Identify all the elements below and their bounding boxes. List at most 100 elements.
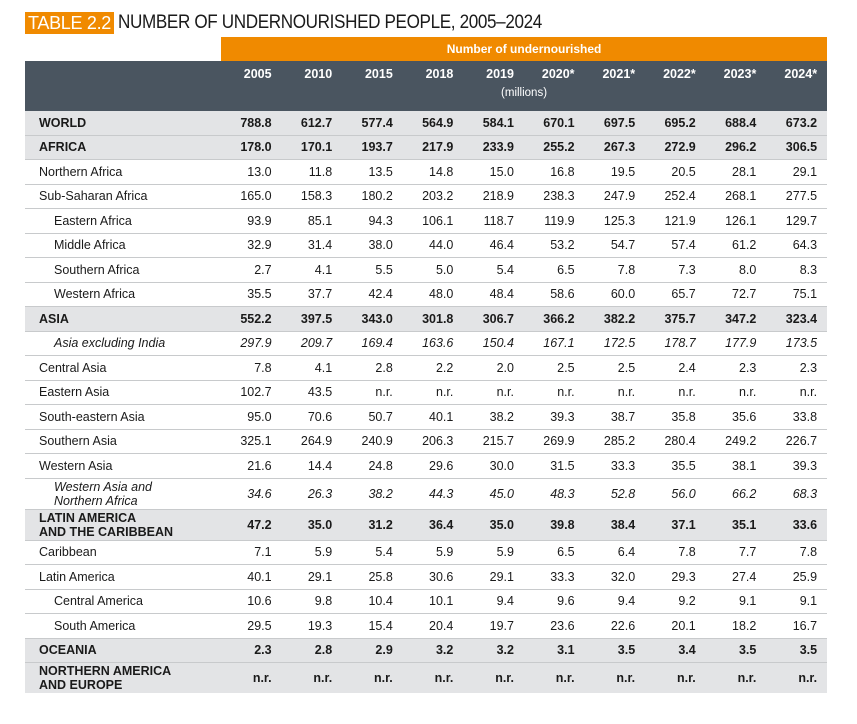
value-cell: n.r. xyxy=(342,379,403,405)
value-cell: 306.5 xyxy=(766,134,828,160)
value-cell: 169.4 xyxy=(342,330,403,356)
value-cell: 16.8 xyxy=(523,159,585,184)
row-label: Western Asia xyxy=(25,453,221,478)
year-header: 2022* xyxy=(645,61,706,87)
table-body: WORLD 788.8 612.7 577.4 564.9 584.1 670.1 697.5… xyxy=(25,111,828,693)
value-cell: 9.1 xyxy=(705,588,767,614)
value-cell: 10.1 xyxy=(402,588,464,614)
value-cell: 277.5 xyxy=(766,183,828,209)
table-row: Central America 10.6 9.8 10.4 10.1 9.4 9.6 9.4 9… xyxy=(25,588,828,614)
value-cell: 264.9 xyxy=(281,428,343,454)
year-header: 2015 xyxy=(342,61,403,87)
year-header: 2005 xyxy=(221,61,282,87)
value-cell: 7.8 xyxy=(645,539,706,565)
value-cell: 19.5 xyxy=(584,159,646,184)
value-cell: 52.8 xyxy=(584,477,646,509)
value-cell: 9.8 xyxy=(281,588,343,614)
value-cell: 2.3 xyxy=(221,637,282,663)
value-cell: 33.3 xyxy=(584,453,646,478)
value-cell: 44.0 xyxy=(402,232,464,258)
value-cell: 167.1 xyxy=(523,330,585,356)
value-cell: 121.9 xyxy=(645,208,706,233)
value-cell: 382.2 xyxy=(584,306,646,331)
value-cell: 9.1 xyxy=(766,588,828,614)
value-cell: 9.4 xyxy=(463,588,524,614)
value-cell: n.r. xyxy=(645,379,706,405)
value-cell: 29.6 xyxy=(402,453,464,478)
value-cell: 95.0 xyxy=(221,404,282,429)
value-cell: 40.1 xyxy=(402,404,464,429)
value-cell: 7.8 xyxy=(584,257,646,282)
row-label-line: Western Asia and xyxy=(54,479,152,494)
value-cell: n.r. xyxy=(584,662,646,693)
table-row: Caribbean 7.1 5.9 5.4 5.9 5.9 6.5 6.4 7.8 7.7 7.8 xyxy=(25,539,828,565)
value-cell: 15.0 xyxy=(463,159,524,184)
value-cell: 347.2 xyxy=(705,306,767,331)
value-cell: 240.9 xyxy=(342,428,403,454)
value-cell: 2.4 xyxy=(645,355,706,380)
value-cell: 33.8 xyxy=(766,404,828,429)
value-cell: 31.5 xyxy=(523,453,585,478)
value-cell: 23.6 xyxy=(523,613,585,638)
row-label: Eastern Asia xyxy=(25,379,221,405)
row-label: WORLD xyxy=(25,111,221,135)
value-cell: 6.5 xyxy=(523,539,585,565)
value-cell: 28.1 xyxy=(705,159,767,184)
year-header: 2018 xyxy=(402,61,464,87)
value-cell: 3.4 xyxy=(645,637,706,663)
value-cell: 53.2 xyxy=(523,232,585,258)
value-cell: 170.1 xyxy=(281,134,343,160)
year-header: 2023* xyxy=(705,61,767,87)
value-cell: 5.9 xyxy=(281,539,343,565)
value-cell: 45.0 xyxy=(463,477,524,509)
value-cell: 38.2 xyxy=(342,477,403,509)
row-label: Southern Asia xyxy=(25,428,221,454)
value-cell: 44.3 xyxy=(402,477,464,509)
header-blank-cell xyxy=(25,37,221,61)
value-cell: 119.9 xyxy=(523,208,585,233)
value-cell: n.r. xyxy=(523,662,585,693)
value-cell: 30.0 xyxy=(463,453,524,478)
table-row: Sub-Saharan Africa 165.0 158.3 180.2 203.2 21… xyxy=(25,183,828,209)
row-label: Middle Africa xyxy=(25,232,221,258)
value-cell: 150.4 xyxy=(463,330,524,356)
value-cell: 2.8 xyxy=(342,355,403,380)
value-cell: 7.8 xyxy=(766,539,828,565)
value-cell: 38.1 xyxy=(705,453,767,478)
table-row: Western Africa 35.5 37.7 42.4 48.0 48.4 58.6 60… xyxy=(25,281,828,307)
value-cell: 158.3 xyxy=(281,183,343,209)
value-cell: 5.4 xyxy=(342,539,403,565)
value-cell: 36.4 xyxy=(402,508,464,540)
value-cell: 397.5 xyxy=(281,306,343,331)
value-cell: 58.6 xyxy=(523,281,585,307)
value-cell: 2.3 xyxy=(766,355,828,380)
value-cell: 552.2 xyxy=(221,306,282,331)
value-cell: 695.2 xyxy=(645,111,706,135)
row-label-line: AND THE CARIBBEAN xyxy=(39,524,174,539)
value-cell: 32.9 xyxy=(221,232,282,258)
value-cell: 323.4 xyxy=(766,306,828,331)
value-cell: 39.8 xyxy=(523,508,585,540)
value-cell: 13.0 xyxy=(221,159,282,184)
value-cell: 697.5 xyxy=(584,111,646,135)
value-cell: 7.1 xyxy=(221,539,282,565)
value-cell: 39.3 xyxy=(523,404,585,429)
value-cell: 5.9 xyxy=(402,539,464,565)
value-cell: 3.5 xyxy=(705,637,767,663)
table-row: LATIN AMERICA AND THE CARIBBEAN 47.2 35.0 31… xyxy=(25,508,828,540)
value-cell: 66.2 xyxy=(705,477,767,509)
value-cell: n.r. xyxy=(645,662,706,693)
table-row: Latin America 40.1 29.1 25.8 30.6 29.1 33.3 32.… xyxy=(25,564,828,589)
value-cell: 102.7 xyxy=(221,379,282,405)
value-cell: 2.9 xyxy=(342,637,403,663)
table-row: Central Asia 7.8 4.1 2.8 2.2 2.0 2.5 2.5 2.4 2.3 2… xyxy=(25,355,828,380)
value-cell: 218.9 xyxy=(463,183,524,209)
value-cell: 2.5 xyxy=(523,355,585,380)
value-cell: 35.8 xyxy=(645,404,706,429)
value-cell: 48.0 xyxy=(402,281,464,307)
row-label: Southern Africa xyxy=(25,257,221,282)
value-cell: 19.7 xyxy=(463,613,524,638)
value-cell: 20.1 xyxy=(645,613,706,638)
value-cell: 301.8 xyxy=(402,306,464,331)
value-cell: 226.7 xyxy=(766,428,828,454)
